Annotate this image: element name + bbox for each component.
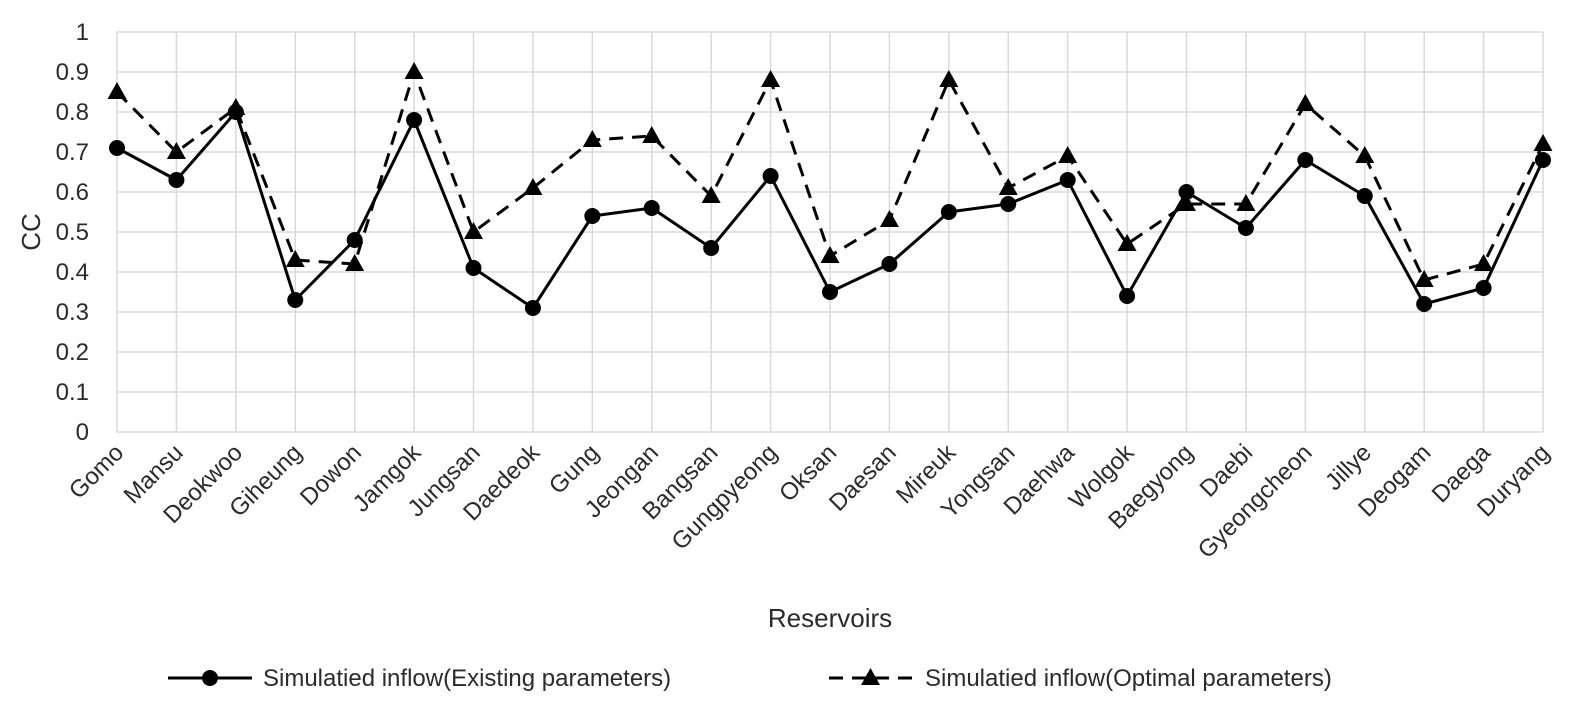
data-point xyxy=(345,254,365,271)
data-point xyxy=(939,70,959,87)
data-point xyxy=(1535,152,1551,168)
data-point xyxy=(1000,196,1017,212)
data-point xyxy=(1533,134,1553,151)
y-tick-label: 0.9 xyxy=(56,59,89,86)
data-point xyxy=(879,210,899,227)
data-point xyxy=(940,204,957,220)
x-tick-label: Gomo xyxy=(64,439,129,504)
series-optimal xyxy=(107,62,1553,287)
y-tick-label: 0.4 xyxy=(56,259,89,286)
data-point xyxy=(1355,146,1375,163)
x-tick-label: Daesan xyxy=(824,439,902,517)
legend-marker xyxy=(202,670,218,686)
data-point xyxy=(761,70,781,87)
data-point xyxy=(998,178,1018,195)
legend-label: Simulatied inflow(Existing parameters) xyxy=(263,665,671,692)
data-point xyxy=(109,140,125,156)
legend-item: Simulatied inflow(Existing parameters) xyxy=(168,665,671,692)
data-point xyxy=(404,62,424,79)
x-tick-labels: GomoMansuDeokwooGiheungDowonJamgokJungsa… xyxy=(64,438,1555,563)
data-point xyxy=(1177,194,1196,211)
y-tick-label: 0.1 xyxy=(56,379,89,406)
data-point xyxy=(703,240,720,256)
data-point xyxy=(166,142,186,159)
data-point xyxy=(1236,194,1256,211)
data-point xyxy=(1237,220,1254,236)
data-point xyxy=(1119,288,1136,304)
y-tick-label: 0.5 xyxy=(56,219,89,246)
data-point xyxy=(582,130,602,147)
y-tick-label: 0 xyxy=(76,419,89,446)
legend: Simulatied inflow(Existing parameters) Si… xyxy=(168,665,1332,692)
y-tick-label: 1 xyxy=(76,19,89,46)
data-point xyxy=(584,208,601,224)
series-existing xyxy=(109,104,1551,316)
data-point xyxy=(346,232,363,248)
x-axis-title: Reservoirs xyxy=(768,603,892,633)
data-point xyxy=(524,300,541,316)
data-point xyxy=(1416,296,1433,312)
y-tick-label: 0.3 xyxy=(56,299,89,326)
y-tick-label: 0.8 xyxy=(56,99,89,126)
data-point xyxy=(168,172,185,188)
data-point xyxy=(465,260,482,276)
data-point xyxy=(822,284,838,300)
data-point xyxy=(1058,146,1078,163)
legend-marker xyxy=(861,668,880,685)
data-point xyxy=(1178,184,1195,200)
data-point xyxy=(643,200,660,216)
data-point xyxy=(287,292,304,308)
y-tick-label: 0.6 xyxy=(56,179,89,206)
data-point xyxy=(285,250,305,267)
data-point xyxy=(406,112,423,128)
y-tick-label: 0.7 xyxy=(56,139,89,166)
data-point xyxy=(1295,94,1315,111)
grid xyxy=(116,31,1544,433)
legend-label: Simulatied inflow(Optimal parameters) xyxy=(925,665,1332,692)
data-point xyxy=(107,82,127,99)
data-point xyxy=(701,186,721,203)
y-axis-title: CC xyxy=(16,213,46,251)
data-point xyxy=(523,178,543,195)
data-point xyxy=(1356,188,1373,204)
data-point xyxy=(1117,234,1137,251)
data-point xyxy=(820,246,840,263)
legend-item: Simulatied inflow(Optimal parameters) xyxy=(829,665,1332,692)
data-point xyxy=(762,168,779,184)
data-point xyxy=(1474,254,1494,271)
data-point xyxy=(1059,172,1076,188)
data-point xyxy=(1475,280,1492,296)
data-point xyxy=(1414,270,1434,287)
y-tick-labels: 0 0.1 0.2 0.3 0.4 0.5 0.6 0.7 0.8 0.9 1 xyxy=(56,19,89,446)
data-point xyxy=(642,126,662,143)
data-point xyxy=(881,256,898,272)
y-tick-label: 0.2 xyxy=(56,339,89,366)
series-layer xyxy=(107,62,1553,316)
data-point xyxy=(227,104,244,120)
data-point xyxy=(1297,152,1314,168)
data-point xyxy=(464,222,483,239)
